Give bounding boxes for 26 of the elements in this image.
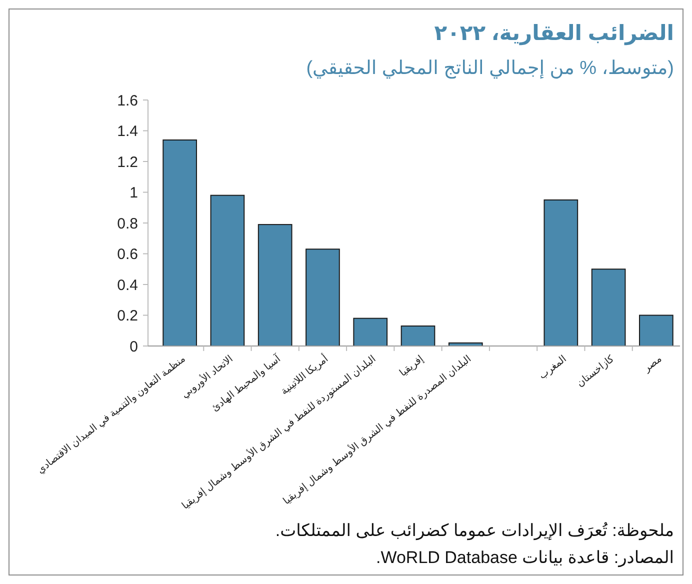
y-tick-label: 1.4 bbox=[117, 123, 138, 140]
y-tick-label: 0.6 bbox=[117, 246, 138, 263]
bar bbox=[162, 139, 197, 346]
y-tick-label: 1.6 bbox=[117, 92, 138, 110]
bar bbox=[639, 314, 674, 346]
text: المصادر: قاعدة بيانات WoRLD Database. bbox=[376, 548, 674, 568]
bar bbox=[591, 268, 626, 346]
x-tick-label: مصر bbox=[641, 354, 664, 376]
bar bbox=[258, 224, 292, 346]
x-tick-label: كازاخستان bbox=[574, 354, 617, 390]
y-tick-label: 0.4 bbox=[117, 276, 138, 294]
chart-title: الضرائب العقارية، ٢٠٢٢ bbox=[434, 22, 674, 46]
y-tick-label: 1.2 bbox=[117, 154, 138, 171]
y-tick-label: 0 bbox=[130, 338, 138, 356]
y-tick-label: 1 bbox=[130, 184, 138, 202]
bar bbox=[400, 326, 436, 346]
bar bbox=[306, 248, 340, 346]
bar bbox=[544, 199, 578, 346]
bar bbox=[210, 194, 245, 346]
x-tick-label: المغرب bbox=[537, 354, 569, 382]
x-tick-label: إفريقيا bbox=[398, 354, 426, 379]
y-tick-label: 0.2 bbox=[117, 308, 138, 324]
bar bbox=[353, 318, 388, 346]
y-tick-label: 0.8 bbox=[117, 215, 138, 232]
chart-subtitle: (متوسط، % من إجمالي الناتج المحلي الحقيقي) bbox=[306, 58, 674, 79]
text: ملحوظة: تُعرَف الإيرادات عموما كضرائب على الممتلكات. bbox=[275, 521, 674, 541]
